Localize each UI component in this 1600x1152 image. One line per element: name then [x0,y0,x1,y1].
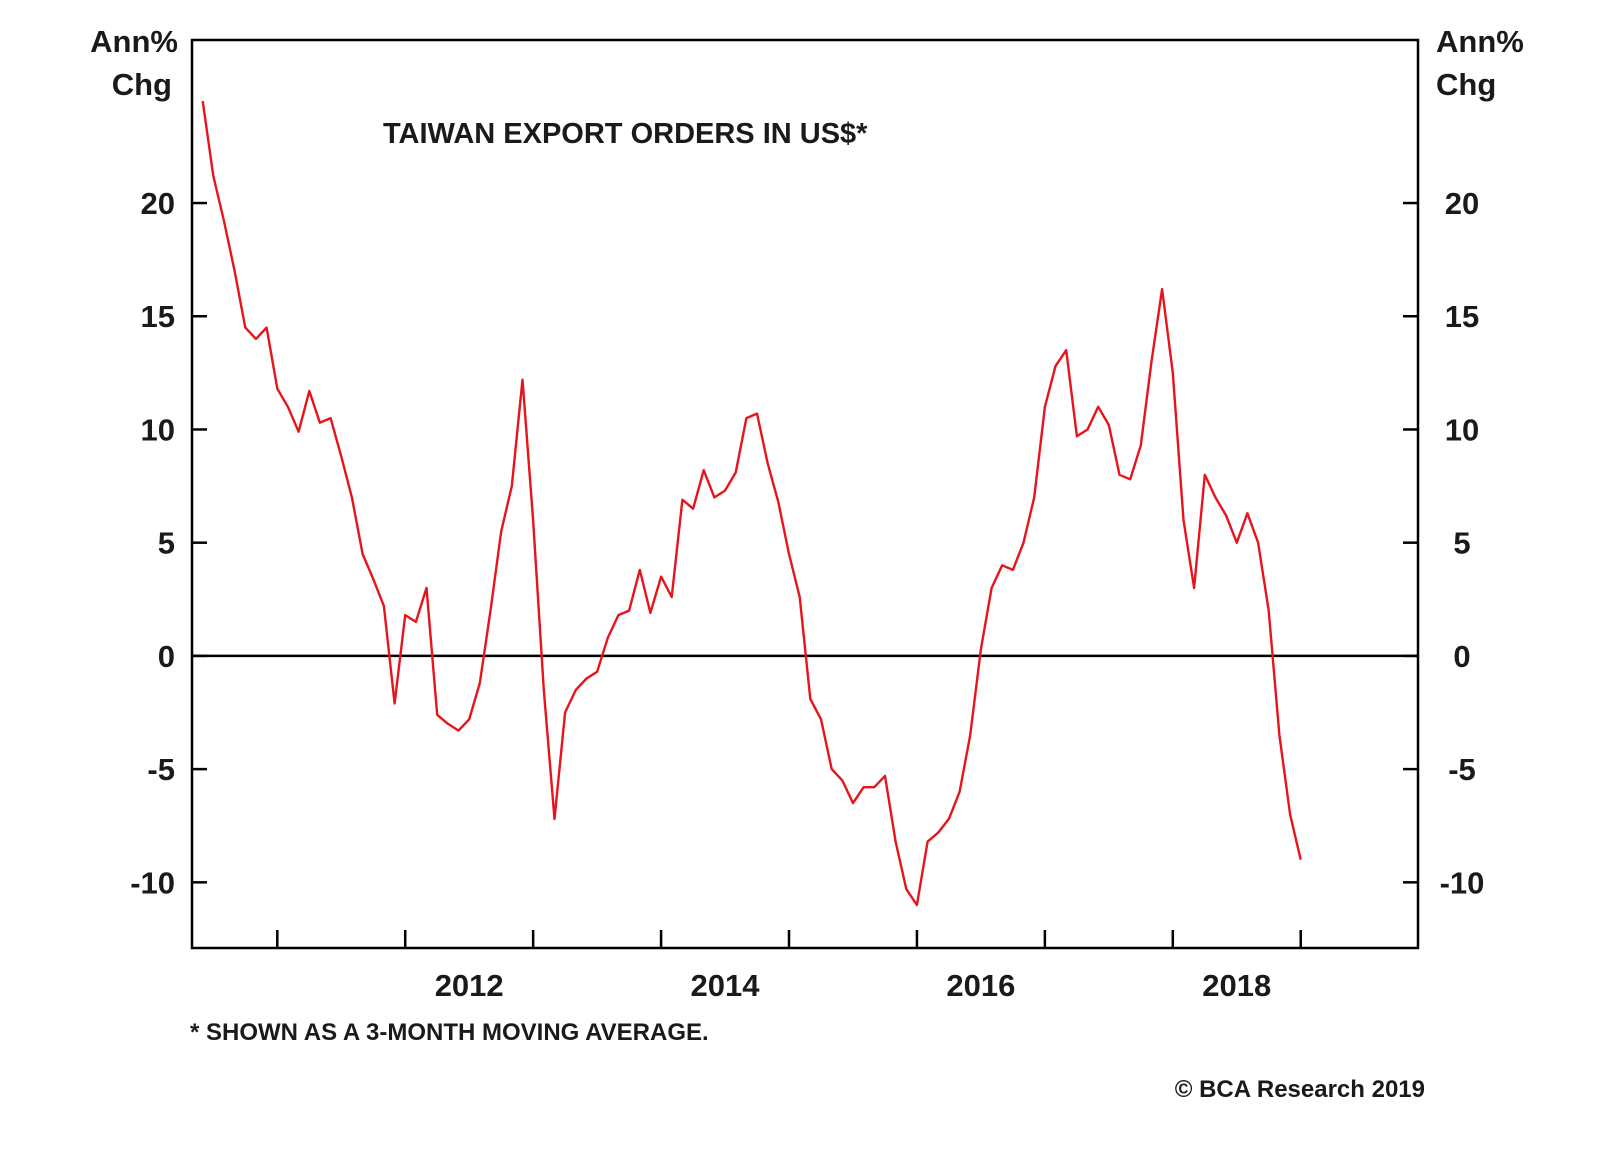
x-tick-label: 2012 [435,968,504,1003]
series-line [201,100,1302,907]
y-tick-label-right: 20 [1445,186,1479,221]
y-tick-label-right: -10 [1440,865,1485,900]
y-tick-label-left: -10 [130,865,175,900]
right-unit-label-line2: Chg [1436,67,1496,102]
right-unit-label-line1: Ann% [1436,24,1524,59]
y-tick-label-right: 10 [1445,412,1479,447]
y-tick-label-right: -5 [1448,752,1476,787]
y-tick-label-left: -5 [147,752,175,787]
y-tick-label-right: 5 [1453,526,1470,561]
source-credit: © BCA Research 2019 [1175,1076,1425,1103]
chart-title: TAIWAN EXPORT ORDERS IN US$* [383,118,868,150]
x-tick-label: 2018 [1202,968,1271,1003]
y-tick-label-left: 10 [141,412,175,447]
footnote: * SHOWN AS A 3-MONTH MOVING AVERAGE. [190,1019,709,1046]
y-tick-label-left: 15 [141,299,175,334]
y-tick-label-right: 0 [1453,639,1470,674]
y-tick-label-left: 20 [141,186,175,221]
x-tick-label: 2016 [946,968,1015,1003]
y-axis-left: 20 15 10 5 0 -5 -10 [130,186,207,900]
y-tick-label-left: 0 [158,639,175,674]
plot-frame [190,38,1420,950]
left-unit-label-line2: Chg [112,67,172,102]
y-tick-label-left: 5 [158,526,175,561]
series-group [201,100,1302,907]
y-tick-label-right: 15 [1445,299,1479,334]
left-unit-label-line1: Ann% [90,24,178,59]
x-axis: 2012 2014 2016 2018 [276,930,1302,1003]
x-tick-label: 2014 [691,968,761,1003]
y-axis-right: 20 15 10 5 0 -5 -10 [1403,186,1484,900]
